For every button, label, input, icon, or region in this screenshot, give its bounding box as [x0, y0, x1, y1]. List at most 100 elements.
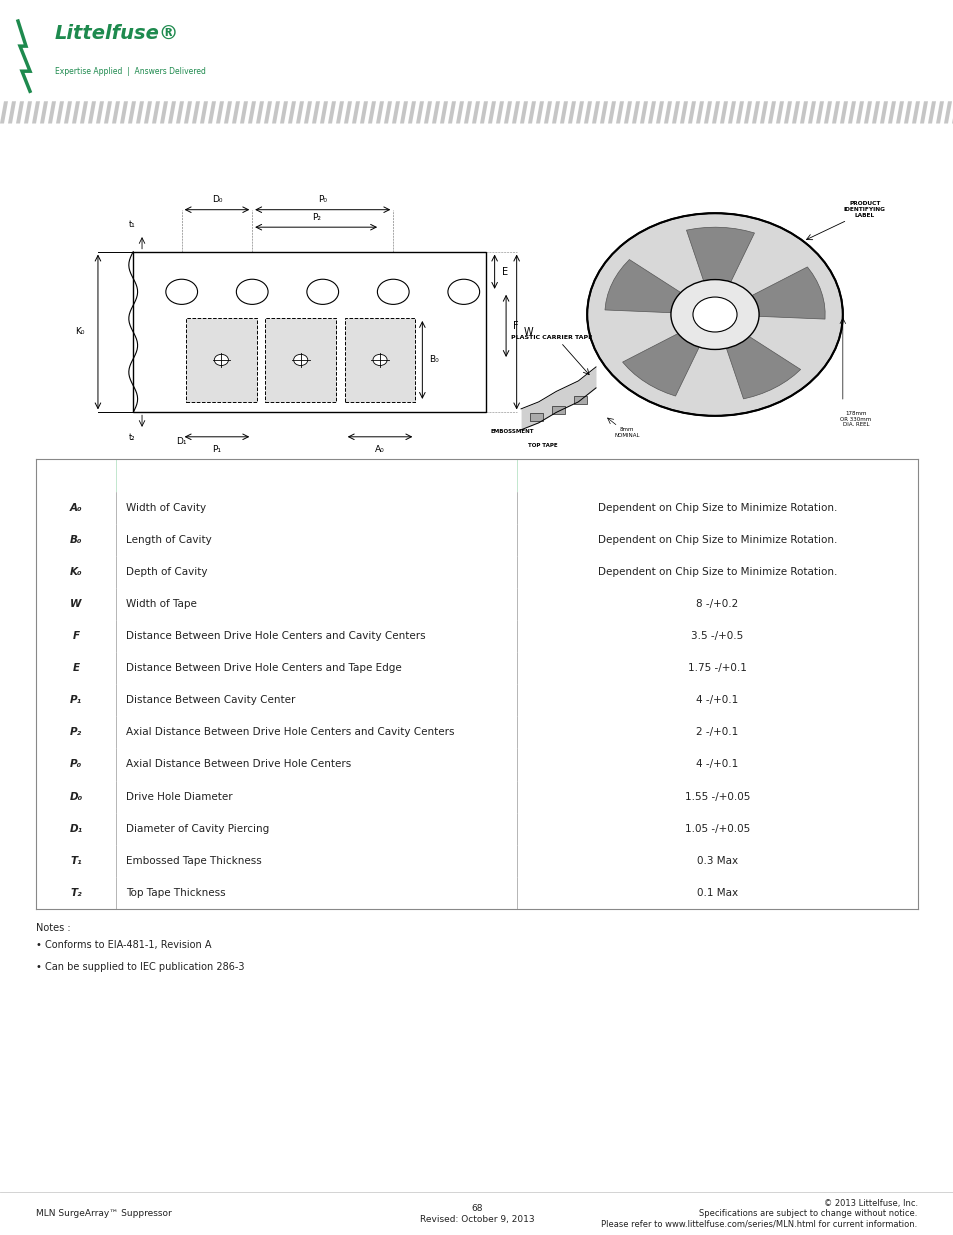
Polygon shape: [248, 101, 255, 124]
Text: TOP TAPE: TOP TAPE: [528, 443, 558, 448]
Polygon shape: [120, 101, 128, 124]
Polygon shape: [831, 101, 840, 124]
Polygon shape: [943, 101, 951, 124]
Bar: [265, 317, 335, 401]
Polygon shape: [0, 101, 8, 124]
Text: F: F: [72, 631, 79, 641]
Polygon shape: [663, 101, 671, 124]
Polygon shape: [951, 101, 953, 124]
Polygon shape: [903, 101, 911, 124]
Text: Distance Between Cavity Center: Distance Between Cavity Center: [126, 695, 295, 705]
Polygon shape: [319, 101, 328, 124]
Polygon shape: [423, 101, 432, 124]
Polygon shape: [456, 101, 463, 124]
Polygon shape: [488, 101, 496, 124]
Text: Distance Between Drive Hole Centers and Cavity Centers: Distance Between Drive Hole Centers and …: [126, 631, 425, 641]
Polygon shape: [855, 101, 863, 124]
Text: t₂: t₂: [129, 433, 135, 442]
Text: EMBOSSMENT: EMBOSSMENT: [490, 430, 534, 435]
Text: Description: Description: [280, 471, 352, 480]
Polygon shape: [255, 101, 264, 124]
Polygon shape: [800, 101, 807, 124]
Polygon shape: [703, 101, 711, 124]
Text: • Conforms to EIA-481-1, Revision A: • Conforms to EIA-481-1, Revision A: [36, 940, 212, 950]
Polygon shape: [679, 101, 687, 124]
Text: T₁: T₁: [70, 856, 82, 866]
Polygon shape: [536, 101, 543, 124]
Polygon shape: [783, 101, 791, 124]
Text: Depth of Cavity: Depth of Cavity: [126, 567, 208, 577]
Polygon shape: [887, 101, 895, 124]
Polygon shape: [840, 101, 847, 124]
Polygon shape: [112, 101, 120, 124]
Polygon shape: [40, 101, 48, 124]
Text: D₀: D₀: [212, 195, 222, 204]
Polygon shape: [479, 101, 488, 124]
Polygon shape: [935, 101, 943, 124]
Polygon shape: [687, 101, 696, 124]
Bar: [133, 252, 485, 412]
Polygon shape: [104, 101, 112, 124]
Text: 1.75 -/+0.1: 1.75 -/+0.1: [687, 663, 746, 673]
Text: 0.3 Max: 0.3 Max: [696, 856, 737, 866]
Bar: [344, 317, 415, 401]
Polygon shape: [911, 101, 919, 124]
Text: B₀: B₀: [70, 535, 82, 545]
Polygon shape: [288, 101, 295, 124]
Text: Axial Distance Between Drive Hole Centers: Axial Distance Between Drive Hole Center…: [126, 760, 351, 769]
Bar: [574, 395, 586, 404]
Text: PLASTIC CARRIER TAPE: PLASTIC CARRIER TAPE: [511, 335, 592, 340]
Polygon shape: [352, 101, 359, 124]
Polygon shape: [368, 101, 375, 124]
Polygon shape: [503, 101, 512, 124]
Text: F: F: [513, 321, 518, 331]
Polygon shape: [136, 101, 144, 124]
Polygon shape: [448, 101, 456, 124]
Polygon shape: [175, 101, 184, 124]
Polygon shape: [64, 101, 71, 124]
Text: Dependent on Chip Size to Minimize Rotation.: Dependent on Chip Size to Minimize Rotat…: [597, 567, 836, 577]
Text: D₁: D₁: [176, 437, 187, 446]
Polygon shape: [576, 101, 583, 124]
Polygon shape: [384, 101, 392, 124]
Text: Embossed Tape Thickness: Embossed Tape Thickness: [126, 856, 262, 866]
Text: T₂: T₂: [70, 888, 82, 898]
Polygon shape: [725, 336, 800, 399]
Polygon shape: [463, 101, 472, 124]
Polygon shape: [751, 267, 824, 319]
Polygon shape: [375, 101, 384, 124]
Text: Symbol: Symbol: [52, 471, 99, 480]
Polygon shape: [815, 101, 823, 124]
Text: Notes :: Notes :: [36, 923, 71, 932]
Polygon shape: [696, 101, 703, 124]
Polygon shape: [847, 101, 855, 124]
Polygon shape: [735, 101, 743, 124]
Text: Width of Cavity: Width of Cavity: [126, 503, 206, 513]
Polygon shape: [439, 101, 448, 124]
Text: Varistor Products: Varistor Products: [225, 20, 416, 38]
Polygon shape: [8, 101, 16, 124]
Polygon shape: [895, 101, 903, 124]
Polygon shape: [328, 101, 335, 124]
Text: D₁: D₁: [70, 824, 82, 834]
Polygon shape: [720, 101, 727, 124]
Polygon shape: [527, 101, 536, 124]
Polygon shape: [304, 101, 312, 124]
Polygon shape: [622, 333, 699, 396]
Text: W: W: [523, 327, 533, 337]
Text: Length of Cavity: Length of Cavity: [126, 535, 212, 545]
Polygon shape: [604, 259, 680, 312]
Polygon shape: [599, 101, 607, 124]
Text: 1.05 -/+0.05: 1.05 -/+0.05: [684, 824, 749, 834]
Polygon shape: [408, 101, 416, 124]
Circle shape: [377, 279, 409, 304]
Text: E: E: [501, 267, 507, 277]
Circle shape: [373, 354, 387, 366]
Polygon shape: [607, 101, 616, 124]
Circle shape: [166, 279, 197, 304]
Polygon shape: [432, 101, 439, 124]
Text: Dependent on Chip Size to Minimize Rotation.: Dependent on Chip Size to Minimize Rotat…: [597, 535, 836, 545]
Text: A₀: A₀: [375, 445, 384, 454]
Polygon shape: [559, 101, 567, 124]
Polygon shape: [80, 101, 88, 124]
